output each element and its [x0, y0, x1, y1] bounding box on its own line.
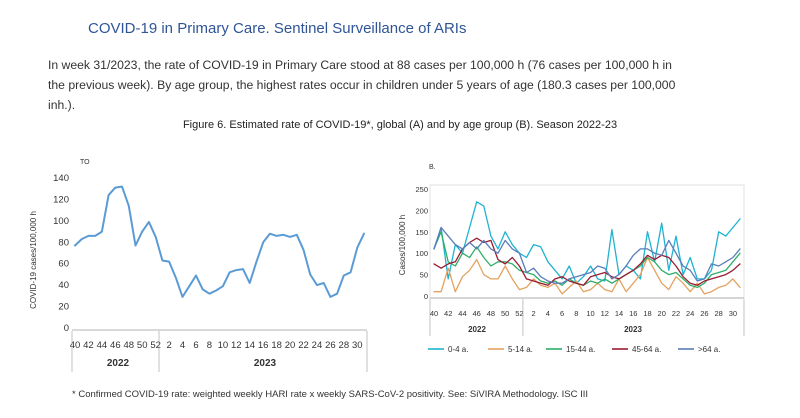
chartB-x-tick-label: 12 [601, 309, 609, 318]
chartA-x-tick-label: 52 [150, 340, 161, 351]
chartA-y-tick-label: 100 [53, 216, 69, 227]
legend-label: 5-14 a. [508, 345, 533, 354]
chartB-x-tick-label: 4 [546, 309, 550, 318]
chartA-y-tick-label: 0 [64, 323, 69, 334]
chartB-y-tick-label: 200 [415, 206, 428, 215]
figure-caption: Figure 6. Estimated rate of COVID-19*, g… [182, 119, 618, 131]
chartA-y-tick-label: 60 [58, 259, 69, 270]
chartB-y-tick-label: 0 [424, 292, 428, 301]
legend-item: 5-14 a. [488, 345, 533, 354]
chartA-x-tick-label: 22 [298, 340, 309, 351]
chartB-x-tick-label: 46 [473, 309, 481, 318]
chart-a-year-2023: 2023 [254, 358, 277, 369]
chartB-y-tick-label: 250 [415, 185, 428, 194]
chartB-x-tick-label: 42 [444, 309, 452, 318]
page-title: COVID-19 in Primary Care. Sentinel Surve… [88, 20, 467, 37]
chartA-x-tick-label: 48 [123, 340, 134, 351]
chartB-series-line-0-4-a [433, 201, 741, 284]
chartA-y-tick-label: 20 [58, 302, 69, 313]
chartB-x-tick-label: 50 [501, 309, 509, 318]
chart-a-series [74, 185, 365, 298]
legend-label: 0-4 a. [448, 345, 468, 354]
chartB-x-tick-label: 24 [686, 309, 694, 318]
chartA-x-tick-label: 6 [193, 340, 198, 351]
chart-a-panel-label: TO [80, 159, 90, 166]
chart-b-legend: 0-4 a. 5-14 a. 15-44 a. 45-64 a. >64 a. [428, 345, 720, 354]
chartB-x-tick-label: 22 [672, 309, 680, 318]
chartA-x-tick-label: 2 [166, 340, 171, 351]
chartA-x-tick-label: 46 [110, 340, 121, 351]
chartA-series-line-global [74, 185, 365, 298]
chartA-x-tick-label: 30 [352, 340, 363, 351]
chartA-x-tick-label: 44 [97, 340, 108, 351]
chartB-x-tick-label: 2 [532, 309, 536, 318]
chartB-y-tick-label: 50 [420, 271, 428, 280]
chartB-x-tick-label: 52 [515, 309, 523, 318]
legend-item: >64 a. [678, 345, 720, 354]
chartA-x-tick-label: 42 [83, 340, 94, 351]
chartB-x-tick-label: 6 [560, 309, 564, 318]
chartA-x-tick-label: 20 [285, 340, 296, 351]
chart-b-y-ticks: 0 50 100 150 200 250 [415, 185, 428, 301]
chartA-x-tick-label: 12 [231, 340, 242, 351]
chartA-y-tick-label: 140 [53, 173, 69, 184]
chartB-x-tick-label: 16 [629, 309, 637, 318]
chartA-x-tick-label: 4 [180, 340, 185, 351]
chartA-x-tick-label: 18 [271, 340, 282, 351]
chartA-x-tick-label: 8 [207, 340, 212, 351]
chart-b-series [433, 201, 741, 295]
footnote: * Confirmed COVID-19 rate: weighted week… [72, 389, 589, 400]
chartB-series-line-15-44-a [433, 231, 741, 289]
summary-paragraph: In week 31/2023, the rate of COVID-19 in… [48, 58, 676, 112]
legend-item: 45-64 a. [612, 345, 661, 354]
chartB-x-tick-label: 8 [574, 309, 578, 318]
legend-label: 45-64 a. [632, 345, 661, 354]
chartB-x-tick-label: 48 [487, 309, 495, 318]
chartA-x-tick-label: 14 [244, 340, 255, 351]
chartB-x-tick-label: 14 [615, 309, 623, 318]
chart-a-ylabel: COVID-19 cases/100,000 h [29, 211, 38, 309]
chartB-x-tick-label: 28 [714, 309, 722, 318]
chart-b-ylabel: Casos/100,000 h [398, 215, 407, 276]
chart-b-year-2022: 2022 [468, 325, 486, 334]
chartB-y-tick-label: 150 [415, 228, 428, 237]
chartB-x-tick-label: 30 [729, 309, 737, 318]
chart-a-global-rate: TO COVID-19 cases/100,000 h 020406080100… [29, 159, 368, 372]
chartA-x-tick-label: 50 [137, 340, 148, 351]
legend-item: 0-4 a. [428, 345, 468, 354]
chartA-x-tick-label: 40 [70, 340, 81, 351]
chartA-y-tick-label: 40 [58, 280, 69, 291]
chartA-x-tick-label: 16 [258, 340, 269, 351]
chartB-x-tick-label: 18 [643, 309, 651, 318]
chartB-x-tick-label: 26 [700, 309, 708, 318]
chart-a-y-ticks: 0 20 40 60 80 100 120 140 [53, 173, 69, 334]
chartB-x-tick-label: 44 [458, 309, 466, 318]
chartA-x-tick-label: 10 [218, 340, 229, 351]
chartA-x-tick-label: 28 [339, 340, 350, 351]
chart-a-x-ticks: 40 42 44 46 48 50 52 2 4 6 8 10 12 14 16 18 20 22 24 26 28 30 [70, 331, 368, 372]
chart-b-frame [429, 184, 745, 299]
legend-label: 15-44 a. [566, 345, 595, 354]
chartB-x-tick-label: 10 [586, 309, 594, 318]
chart-b-panel-label: B. [429, 164, 436, 171]
chart-b-year-2023: 2023 [624, 325, 642, 334]
chartA-x-tick-label: 26 [325, 340, 336, 351]
chartB-x-tick-label: 20 [658, 309, 666, 318]
chartB-y-tick-label: 100 [415, 249, 428, 258]
chartB-series-line-64-a [433, 226, 741, 284]
chartB-x-tick-label: 40 [430, 309, 438, 318]
chart-b-x-ticks: 40 42 44 46 48 50 52 2 4 6 8 10 12 14 16 18 20 22 24 26 28 30 [429, 299, 745, 336]
chart-a-year-2022: 2022 [107, 358, 130, 369]
chartB-series-line-5-14-a [433, 256, 741, 295]
legend-label: >64 a. [698, 345, 720, 354]
chartA-y-tick-label: 120 [53, 194, 69, 205]
chartA-x-tick-label: 24 [312, 340, 323, 351]
chartA-y-tick-label: 80 [58, 237, 69, 248]
legend-item: 15-44 a. [546, 345, 595, 354]
